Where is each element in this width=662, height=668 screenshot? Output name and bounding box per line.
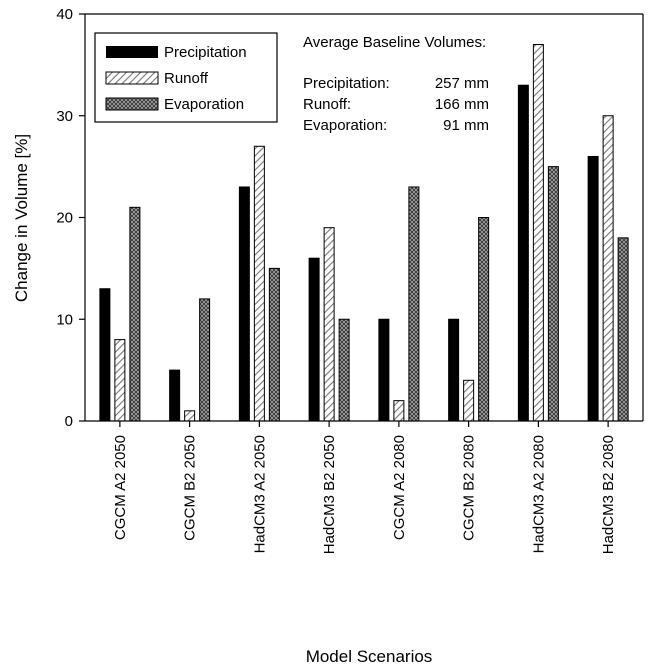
legend-label-precipitation: Precipitation [164,44,247,61]
legend-label-evaporation: Evaporation [164,96,244,113]
bar-evaporation-hadcm3-a2-2050 [268,267,280,422]
bar-evaporation-cgcm-b2-2050 [199,298,211,422]
bar-evaporation-cgcm-b2-2080 [478,217,490,422]
x-tick-label: HadCM3 B2 2050 [321,435,338,554]
y-ticks-group: 0 10 20 30 40 [56,6,85,430]
annotation-heading: Average Baseline Volumes: [303,34,486,51]
x-tick-label: CGCM B2 2080 [461,435,478,541]
x-tick-label: CGCM B2 2050 [182,435,199,541]
bars-group [99,44,629,422]
bar-evaporation-cgcm-a2-2050 [129,206,141,422]
annotation-label-evaporation: Evaporation: [303,117,387,134]
x-axis-label: Model Scenarios [306,647,433,666]
bar-precipitation-cgcm-b2-2050 [169,369,181,422]
bar-precipitation-hadcm3-a2-2050 [238,186,250,422]
bar-runoff-hadcm3-b2-2050 [323,227,335,422]
bar-runoff-hadcm3-b2-2080 [602,115,614,422]
bar-precipitation-cgcm-b2-2080 [448,318,460,422]
bar-runoff-hadcm3-a2-2080 [532,44,544,422]
bar-evaporation-hadcm3-b2-2050 [338,318,350,422]
annotation-label-runoff: Runoff: [303,96,351,113]
legend-swatch-precipitation [106,46,158,58]
bar-runoff-cgcm-a2-2050 [114,339,126,422]
bar-runoff-cgcm-b2-2080 [463,379,475,422]
bar-runoff-cgcm-b2-2050 [184,410,196,422]
bar-precipitation-hadcm3-a2-2080 [517,84,529,422]
legend-swatch-evaporation [105,97,159,111]
y-tick-label: 10 [56,311,73,328]
x-tick-label: HadCM3 A2 2080 [530,435,547,553]
y-tick-label: 20 [56,210,73,227]
y-tick-label: 40 [56,6,73,23]
bar-precipitation-cgcm-a2-2080 [378,318,390,422]
bar-runoff-hadcm3-a2-2050 [253,145,265,422]
bar-runoff-cgcm-a2-2080 [393,400,405,422]
y-axis-label: Change in Volume [%] [12,134,31,302]
bar-evaporation-cgcm-a2-2080 [408,186,420,422]
y-tick-label: 0 [65,413,73,430]
legend: Precipitation Runoff Evaporation [94,32,278,123]
x-tick-label: CGCM A2 2050 [112,435,129,540]
legend-swatch-runoff [105,71,159,85]
baseline-annotation: Average Baseline Volumes: Precipitation:… [303,34,489,134]
bar-precipitation-cgcm-a2-2050 [99,288,111,422]
y-tick-label: 30 [56,108,73,125]
x-ticks-group: CGCM A2 2050 CGCM B2 2050 HadCM3 A2 2050 Ha… [112,421,617,554]
annotation-value-evaporation: 91 mm [443,117,489,134]
x-tick-label: HadCM3 A2 2050 [251,435,268,553]
bar-precipitation-hadcm3-b2-2050 [308,257,320,422]
legend-label-runoff: Runoff [164,70,209,87]
bar-precipitation-hadcm3-b2-2080 [587,155,599,422]
x-tick-label: CGCM A2 2080 [391,435,408,540]
annotation-value-precipitation: 257 mm [435,75,489,92]
annotation-value-runoff: 166 mm [435,96,489,113]
x-tick-label: HadCM3 B2 2080 [600,435,617,554]
annotation-label-precipitation: Precipitation: [303,75,390,92]
bar-evaporation-hadcm3-b2-2080 [617,237,629,422]
bar-evaporation-hadcm3-a2-2080 [547,166,559,422]
